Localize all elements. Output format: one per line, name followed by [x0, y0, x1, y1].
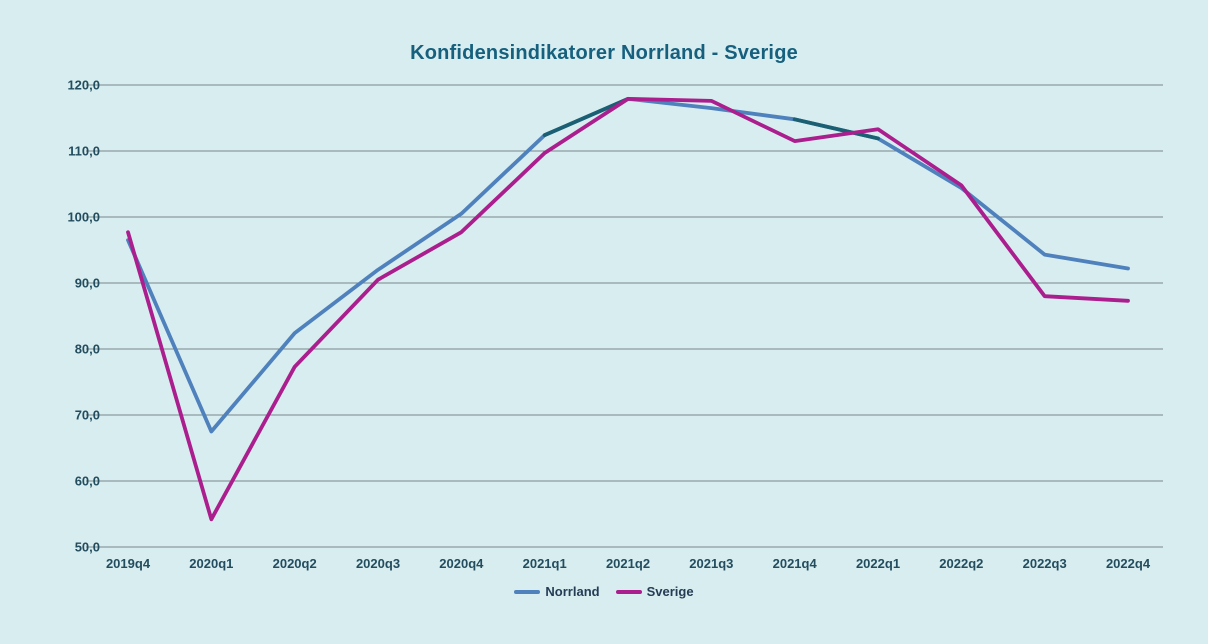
- x-tick-label: 2021q3: [689, 556, 733, 571]
- x-tick-label: 2021q4: [773, 556, 818, 571]
- x-tick-label: 2020q2: [273, 556, 317, 571]
- norrland-line-swatch: [514, 589, 541, 594]
- y-tick-label: 60,0: [75, 474, 100, 489]
- x-tick-label: 2022q1: [856, 556, 900, 571]
- legend-item-sverige: Sverige: [615, 584, 694, 599]
- y-tick-label: 100,0: [67, 210, 100, 225]
- x-tick-label: 2020q3: [356, 556, 400, 571]
- x-tick-label: 2022q2: [939, 556, 983, 571]
- y-tick-label: 110,0: [68, 144, 100, 159]
- x-tick-label: 2020q4: [439, 556, 484, 571]
- y-tick-label: 70,0: [75, 408, 100, 423]
- legend: Norrland Sverige: [0, 584, 1208, 599]
- sverige-line-swatch: [615, 589, 642, 594]
- y-tick-label: 120,0: [67, 78, 100, 93]
- y-tick-label: 50,0: [75, 540, 100, 555]
- legend-label-norrland: Norrland: [545, 584, 600, 599]
- x-tick-label: 2021q1: [523, 556, 567, 571]
- norrland-dark-overlay-segment: [542, 96, 630, 138]
- y-tick-label: 80,0: [75, 342, 100, 357]
- x-tick-label: 2019q4: [106, 556, 151, 571]
- x-tick-label: 2022q4: [1106, 556, 1151, 571]
- sverige-line: [126, 96, 1130, 522]
- chart-title: Konfidensindikatorer Norrland - Sverige: [410, 42, 798, 64]
- legend-item-norrland: Norrland: [514, 584, 600, 599]
- norrland-line: [126, 96, 1130, 434]
- x-tick-label: 2020q1: [189, 556, 233, 571]
- x-tick-label: 2022q3: [1023, 556, 1067, 571]
- y-tick-label: 90,0: [75, 276, 100, 291]
- x-tick-label: 2021q2: [606, 556, 650, 571]
- norrland-dark-overlay-segment: [792, 117, 880, 141]
- legend-label-sverige: Sverige: [646, 584, 694, 599]
